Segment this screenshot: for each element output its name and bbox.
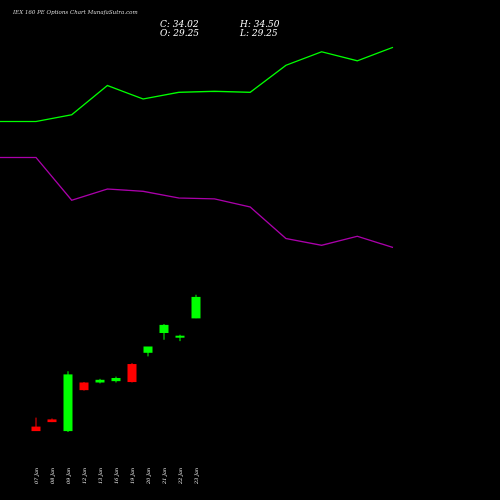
- low-value: L: 29.25: [240, 29, 278, 39]
- candle-body: [159, 324, 169, 333]
- lower-band-line: [0, 156, 394, 249]
- upper-band-line: [0, 46, 394, 123]
- candle: [191, 294, 201, 319]
- candle-body: [47, 419, 57, 423]
- x-tick-label: 20 Jan: [146, 468, 152, 485]
- candle: [175, 334, 185, 342]
- candle-body: [63, 374, 73, 432]
- x-tick-label: 13 Jan: [98, 468, 104, 484]
- candle-body: [127, 364, 137, 383]
- candle-body: [175, 335, 185, 338]
- x-tick-label: 16 Jan: [114, 468, 120, 484]
- chart-title: IEX 160 PE Options Chart MunafaSutra.com: [13, 10, 138, 16]
- close-value: C: 34.02: [160, 20, 199, 30]
- x-tick-label: 21 Jan: [162, 468, 168, 485]
- open-value: O: 29.25: [160, 29, 200, 39]
- x-tick-label: 19 Jan: [130, 468, 136, 484]
- candle-body: [143, 346, 153, 353]
- candle: [63, 371, 73, 432]
- candle-body: [111, 378, 121, 382]
- candle: [143, 346, 153, 357]
- candle-body: [191, 296, 201, 319]
- x-tick-label: 07 Jan: [34, 468, 40, 484]
- candle: [159, 324, 169, 340]
- candle: [79, 382, 89, 391]
- high-value: H: 34.50: [240, 20, 280, 30]
- x-tick-label: 22 Jan: [178, 468, 184, 485]
- x-tick-label: 08 Jan: [50, 468, 56, 484]
- x-tick-label: 12 Jan: [82, 468, 88, 484]
- candle-body: [31, 426, 41, 432]
- candle-body: [95, 379, 105, 383]
- x-tick-label: 23 Jan: [194, 468, 200, 485]
- candle: [31, 417, 41, 432]
- candle: [47, 418, 57, 423]
- x-tick-label: 09 Jan: [66, 468, 72, 484]
- candle-body: [79, 382, 89, 391]
- candle: [111, 376, 121, 383]
- candle: [95, 378, 105, 384]
- candle: [127, 363, 137, 383]
